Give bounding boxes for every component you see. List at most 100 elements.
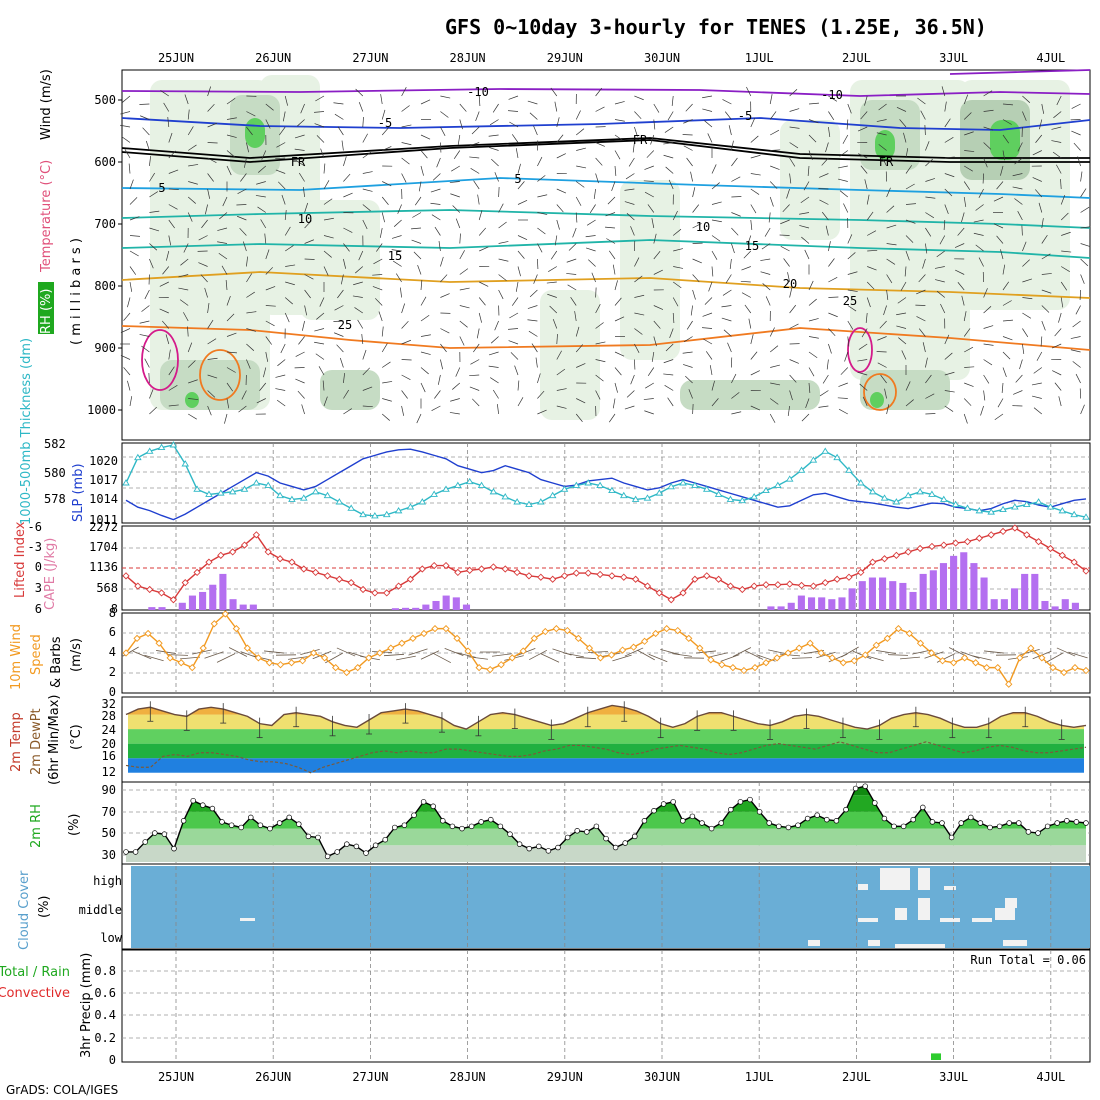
wind-barb — [304, 305, 308, 316]
wind-barb — [226, 165, 232, 176]
wind-barb — [692, 274, 700, 283]
rh-legend-swatch — [38, 282, 54, 334]
wind-barb — [731, 140, 734, 151]
wind-barb — [961, 295, 965, 306]
wind-barb — [940, 303, 946, 314]
wind-barb — [944, 137, 954, 143]
wind-barb — [1032, 150, 1042, 156]
wind-barb — [925, 374, 932, 384]
wind-barb — [685, 103, 693, 112]
wind-barb — [556, 405, 567, 409]
surface-wind-barb — [288, 656, 308, 660]
wind-speed-point — [541, 627, 549, 636]
wind-barb — [939, 235, 946, 245]
cape-bar — [402, 607, 410, 610]
wind-barb — [704, 297, 713, 305]
wind-barb — [207, 303, 210, 314]
wind-barb — [711, 266, 714, 277]
wind-barb — [711, 398, 719, 407]
temperature-series — [125, 701, 1087, 774]
rh-point — [488, 816, 494, 823]
wind-barb — [1075, 305, 1081, 315]
wind-barb — [362, 151, 372, 159]
wind-barb — [226, 117, 237, 120]
wind-barb — [860, 165, 868, 174]
wind-barb — [401, 374, 411, 381]
wind-barb — [362, 188, 373, 192]
wind-barb — [416, 413, 422, 424]
wind-barb — [886, 187, 891, 198]
surface-wind-barb — [516, 648, 536, 656]
wind-barb — [750, 351, 758, 360]
wind-barb — [748, 318, 752, 329]
wind-barb — [168, 188, 179, 191]
wind-barb — [378, 311, 383, 322]
wind-speed-point — [376, 649, 384, 657]
wind-speed-point — [221, 610, 229, 618]
wind-barb — [711, 182, 720, 190]
cloud-cell — [240, 918, 255, 921]
wind-barb — [886, 404, 890, 415]
wind-barb — [1072, 361, 1081, 368]
wind-barb — [411, 227, 422, 230]
wind-barb — [575, 128, 585, 136]
wind-barb — [168, 169, 179, 174]
wind-barb — [1056, 95, 1062, 106]
wind-barb — [1061, 231, 1071, 236]
wind-barb — [431, 214, 441, 221]
wind-barb — [1002, 300, 1012, 306]
wind-barb — [440, 343, 447, 353]
wind-barb — [382, 361, 391, 368]
rh-ylabel: 2m RH — [29, 804, 44, 848]
wind-barb — [129, 197, 138, 205]
surface-wind-barb — [432, 652, 452, 664]
wind-barb — [903, 132, 907, 143]
wind-barb — [828, 241, 831, 252]
wind-barb — [614, 297, 622, 306]
wind-barb — [847, 320, 854, 330]
wind-barb — [839, 150, 849, 157]
wind-barb — [488, 147, 499, 151]
lifted-index-point — [608, 572, 616, 580]
rh-point — [977, 820, 984, 826]
wind-barb — [703, 338, 713, 345]
wind-barb — [925, 158, 933, 167]
wind-barb — [585, 247, 596, 252]
surface-wind-barb — [876, 650, 896, 654]
lifted-index-point — [1058, 551, 1066, 559]
cape-bar — [1010, 588, 1019, 610]
wind-barb — [925, 212, 935, 219]
wind-barb — [925, 227, 932, 237]
wind-barb — [163, 102, 170, 112]
wind-barb — [1070, 336, 1081, 339]
wind-barb — [238, 405, 247, 413]
tick-label: 900 — [94, 341, 116, 355]
wind-speed-point — [199, 644, 207, 652]
wind-barb — [187, 109, 190, 120]
wind-barb — [318, 366, 325, 376]
run-total: Run Total = 0.06 — [970, 953, 1086, 967]
wind-barb — [1033, 407, 1043, 415]
wind-barb — [807, 165, 810, 176]
rh-point — [641, 818, 648, 824]
cape-bar — [219, 573, 227, 610]
wind-barb — [614, 150, 621, 160]
lifted-index-point — [762, 581, 770, 589]
wind-barb — [469, 386, 480, 391]
wind-barb — [1060, 281, 1068, 291]
wind-barb — [455, 367, 461, 377]
rh-tick: 50 — [102, 826, 116, 840]
wind-barb — [498, 289, 504, 300]
wind-barb — [475, 111, 480, 121]
wind-barb — [455, 218, 461, 229]
wind-barb — [242, 241, 247, 252]
rh-point — [401, 822, 408, 828]
bottom-date-label: 30JUN — [644, 1070, 680, 1084]
wind-barb — [276, 399, 286, 407]
wind-speed-point — [1060, 668, 1068, 677]
cape-bar — [209, 584, 217, 610]
wind-barb — [430, 202, 441, 205]
cloud-cell — [1003, 940, 1027, 946]
